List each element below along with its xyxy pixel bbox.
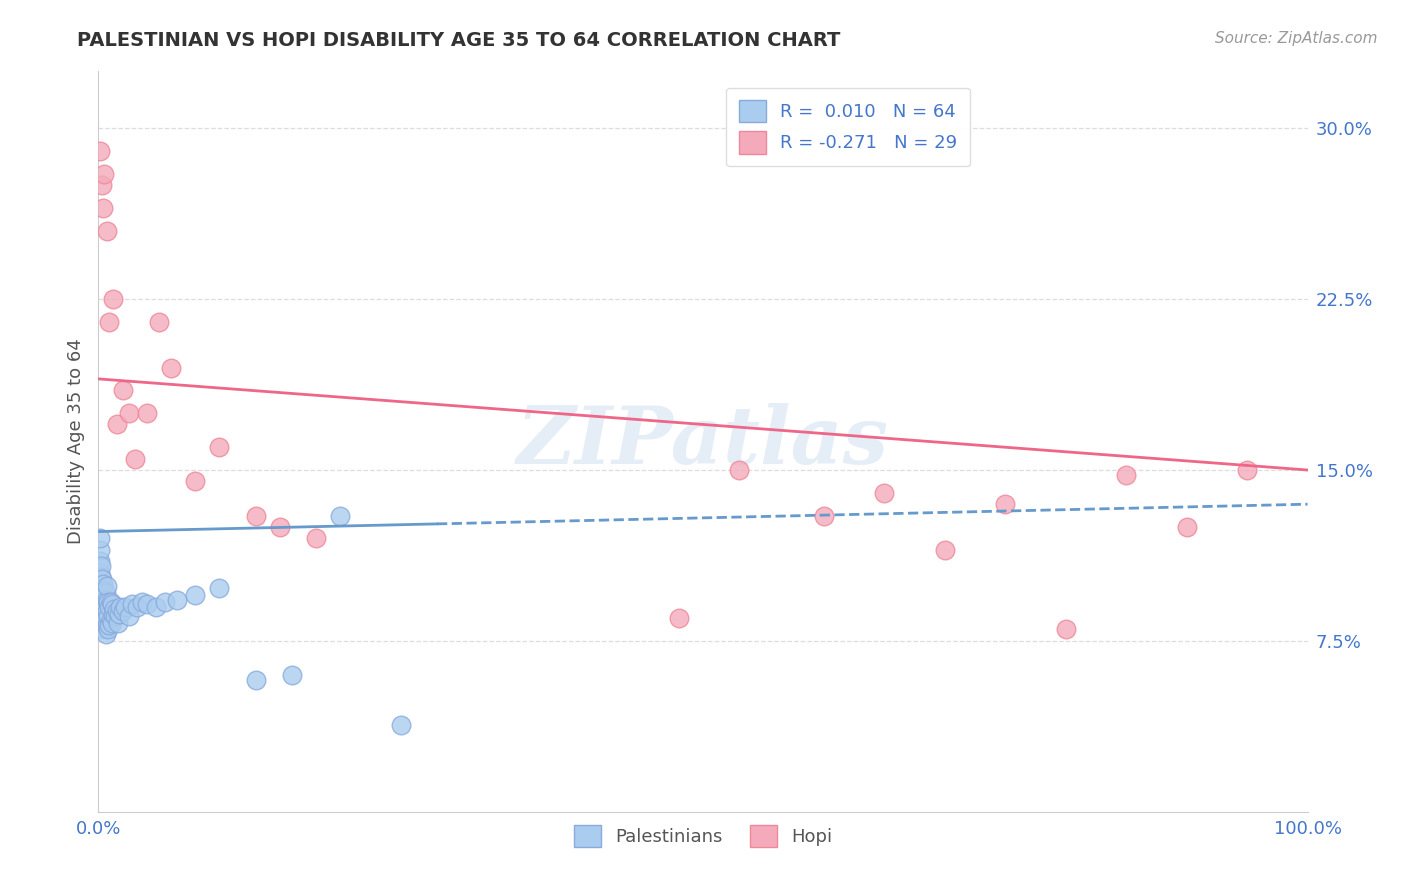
Point xyxy=(96,604,118,618)
Point xyxy=(389,718,412,732)
Point xyxy=(91,595,114,609)
Point xyxy=(245,673,267,687)
Point xyxy=(1175,520,1198,534)
Point xyxy=(98,315,121,329)
Point xyxy=(89,577,111,591)
Point xyxy=(668,611,690,625)
Point xyxy=(89,144,111,158)
Point xyxy=(96,592,118,607)
Point xyxy=(105,604,128,618)
Point xyxy=(93,608,115,623)
Point xyxy=(100,598,122,612)
Point xyxy=(208,440,231,454)
Point xyxy=(1054,623,1077,637)
Point xyxy=(93,598,115,612)
Point xyxy=(305,532,328,546)
Point xyxy=(111,384,134,398)
Point xyxy=(728,463,751,477)
Point xyxy=(96,618,118,632)
Point xyxy=(89,588,111,602)
Point xyxy=(160,360,183,375)
Point xyxy=(90,604,112,618)
Point xyxy=(329,508,352,523)
Point xyxy=(90,592,112,607)
Point xyxy=(994,497,1017,511)
Point xyxy=(89,599,111,614)
Point xyxy=(94,586,117,600)
Text: ZIPatlas: ZIPatlas xyxy=(517,403,889,480)
Point xyxy=(100,595,122,609)
Point xyxy=(103,602,125,616)
Point xyxy=(124,451,146,466)
Point xyxy=(89,542,111,557)
Point xyxy=(91,178,114,193)
Point xyxy=(101,607,124,621)
Point xyxy=(94,627,117,641)
Point xyxy=(127,599,149,614)
Point xyxy=(90,570,112,584)
Point xyxy=(91,577,114,591)
Point xyxy=(91,618,114,632)
Point xyxy=(94,599,117,614)
Point xyxy=(97,595,120,609)
Point xyxy=(98,618,121,632)
Point xyxy=(131,595,153,609)
Point xyxy=(89,554,111,568)
Point xyxy=(93,583,115,598)
Point xyxy=(91,583,114,598)
Point xyxy=(108,607,131,621)
Point xyxy=(90,582,112,596)
Point xyxy=(1236,463,1258,477)
Point xyxy=(89,566,111,580)
Point xyxy=(104,608,127,623)
Point xyxy=(813,508,835,523)
Point xyxy=(208,582,231,596)
Point xyxy=(91,573,114,587)
Point xyxy=(121,598,143,612)
Point xyxy=(114,599,136,614)
Point xyxy=(91,604,114,618)
Point xyxy=(89,532,111,546)
Point xyxy=(90,558,112,573)
Point xyxy=(281,668,304,682)
Point xyxy=(96,579,118,593)
Point xyxy=(93,623,115,637)
Point xyxy=(184,475,207,489)
Point xyxy=(148,315,170,329)
Point xyxy=(91,591,114,605)
Point xyxy=(100,615,122,630)
Point xyxy=(97,608,120,623)
Point xyxy=(118,608,141,623)
Point xyxy=(91,201,114,215)
Point xyxy=(153,595,176,609)
Point xyxy=(101,292,124,306)
Point xyxy=(1115,467,1137,482)
Point xyxy=(108,599,131,614)
Legend: Palestinians, Hopi: Palestinians, Hopi xyxy=(567,818,839,855)
Point xyxy=(105,417,128,432)
Point xyxy=(93,167,115,181)
Point xyxy=(135,598,157,612)
Point xyxy=(135,406,157,420)
Point xyxy=(934,542,956,557)
Point xyxy=(100,613,122,627)
Point xyxy=(91,611,114,625)
Point xyxy=(96,224,118,238)
Point xyxy=(245,508,267,523)
Y-axis label: Disability Age 35 to 64: Disability Age 35 to 64 xyxy=(66,339,84,544)
Point xyxy=(166,592,188,607)
Point xyxy=(873,485,896,500)
Point xyxy=(118,406,141,420)
Point xyxy=(98,599,121,614)
Point xyxy=(145,599,167,614)
Point xyxy=(269,520,291,534)
Point xyxy=(107,615,129,630)
Point xyxy=(111,604,134,618)
Text: PALESTINIAN VS HOPI DISABILITY AGE 35 TO 64 CORRELATION CHART: PALESTINIAN VS HOPI DISABILITY AGE 35 TO… xyxy=(77,31,841,50)
Text: Source: ZipAtlas.com: Source: ZipAtlas.com xyxy=(1215,31,1378,46)
Point xyxy=(184,588,207,602)
Point xyxy=(94,611,117,625)
Point xyxy=(97,623,120,637)
